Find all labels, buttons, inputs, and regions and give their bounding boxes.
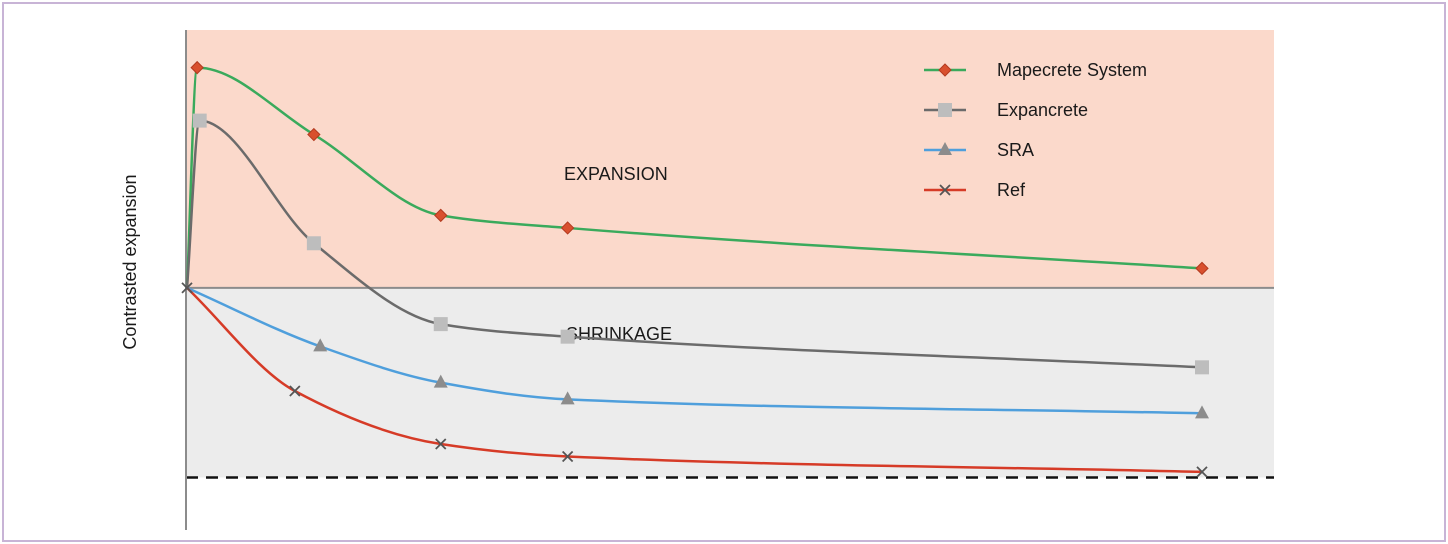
legend-label-sra: SRA: [997, 140, 1034, 160]
legend-item-sra: SRA: [924, 140, 1034, 160]
expansion-region: [186, 30, 1274, 288]
data-point-sra: [1195, 405, 1209, 419]
legend-swatch-expancrete: [924, 103, 966, 117]
data-point-mapecrete: [434, 208, 448, 223]
legend-swatch-mapecrete: [924, 63, 966, 77]
legend-item-ref: Ref: [924, 180, 1026, 200]
data-point-sra: [313, 338, 328, 352]
legend-item-expancrete: Expancrete: [924, 100, 1088, 120]
data-point-ref: [561, 450, 574, 463]
legend-marker-mapecrete: [938, 63, 952, 77]
data-point-expancrete: [433, 317, 448, 332]
chart-svg: EXPANSION SHRINKAGE Contrasted expansion…: [120, 30, 1274, 530]
legend-marker-sra: [938, 142, 952, 155]
series-line-ref: [186, 286, 1203, 474]
legend-marker-ref: [939, 184, 951, 196]
data-point-expancrete: [192, 113, 207, 128]
legend-label-expancrete: Expancrete: [997, 100, 1088, 120]
data-point-mapecrete: [560, 221, 575, 235]
data-point-ref: [181, 282, 193, 294]
legend-swatch-sra: [924, 142, 966, 155]
legend-marker-expancrete: [938, 103, 952, 117]
data-point-sra: [560, 391, 575, 405]
legend-swatch-ref: [924, 184, 966, 196]
data-point-mapecrete: [1195, 261, 1209, 276]
data-point-expancrete: [306, 236, 321, 251]
expansion-label: EXPANSION: [564, 164, 668, 184]
series-layer: [181, 60, 1209, 478]
data-point-mapecrete: [307, 127, 321, 142]
data-point-ref: [1196, 466, 1208, 478]
data-point-expancrete: [560, 329, 575, 344]
data-point-sra: [433, 374, 448, 388]
legend: Mapecrete System Expancrete SRA Ref: [924, 60, 1147, 200]
legend-label-mapecrete: Mapecrete System: [997, 60, 1147, 80]
shrinkage-region: [186, 287, 1274, 478]
data-point-ref: [289, 385, 301, 397]
data-point-ref: [435, 438, 447, 450]
legend-label-ref: Ref: [997, 180, 1026, 200]
y-axis-label: Contrasted expansion: [120, 174, 140, 349]
data-point-mapecrete: [190, 60, 204, 75]
data-point-expancrete: [1195, 360, 1209, 375]
legend-item-mapecrete: Mapecrete System: [924, 60, 1147, 80]
series-line-sra: [186, 286, 1203, 415]
